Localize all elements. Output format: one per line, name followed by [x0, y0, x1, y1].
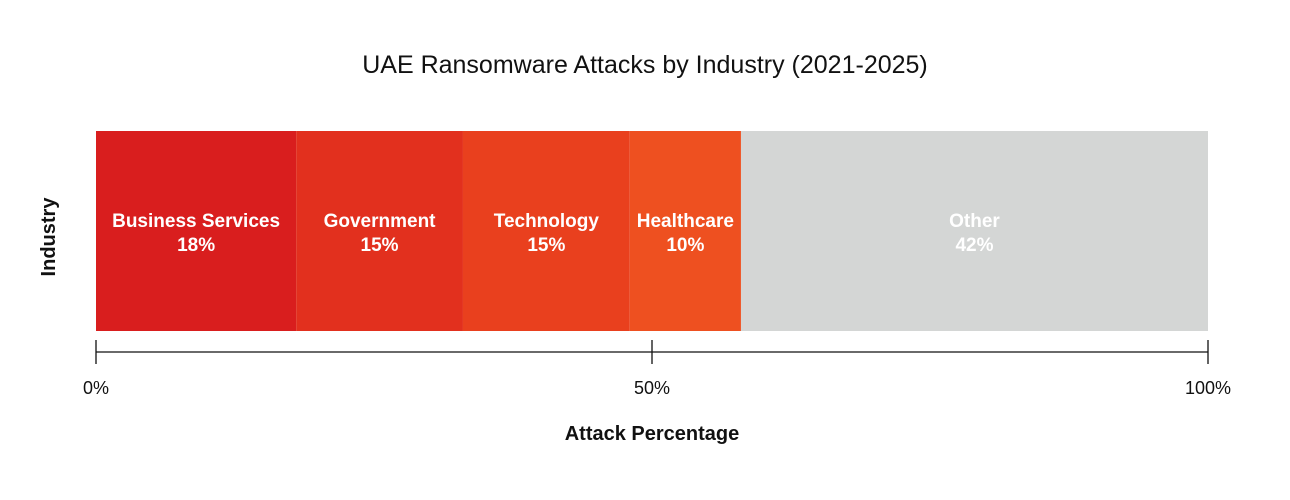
- chart-title: UAE Ransomware Attacks by Industry (2021…: [362, 51, 928, 79]
- segment-name-label: Technology: [494, 211, 600, 232]
- x-axis: 0% 50% 100%: [83, 340, 1231, 398]
- segment-name-label: Other: [949, 211, 1000, 232]
- bar-segment-healthcare: [629, 131, 741, 331]
- segment-name-label: Healthcare: [637, 211, 734, 232]
- segment-value-label: 10%: [666, 235, 704, 256]
- bar-segment-other: [740, 131, 1208, 331]
- segment-name-label: Business Services: [112, 211, 280, 232]
- bar-segments: Business Services 18% Government 15% Technol…: [96, 131, 1208, 331]
- x-axis-label: Attack Percentage: [565, 423, 740, 445]
- y-axis-label: Industry: [38, 197, 60, 277]
- segment-value-label: 42%: [955, 235, 993, 256]
- segment-value-label: 15%: [361, 235, 399, 256]
- x-tick-label: 50%: [634, 378, 670, 398]
- segment-value-label: 18%: [177, 235, 215, 256]
- segment-value-label: 15%: [527, 235, 565, 256]
- x-tick-label: 100%: [1185, 378, 1231, 398]
- bar-segment-business-services: [96, 131, 297, 331]
- x-tick-label: 0%: [83, 378, 109, 398]
- bar-segment-government: [296, 131, 463, 331]
- segment-name-label: Government: [324, 211, 437, 232]
- bar-segment-technology: [462, 131, 630, 331]
